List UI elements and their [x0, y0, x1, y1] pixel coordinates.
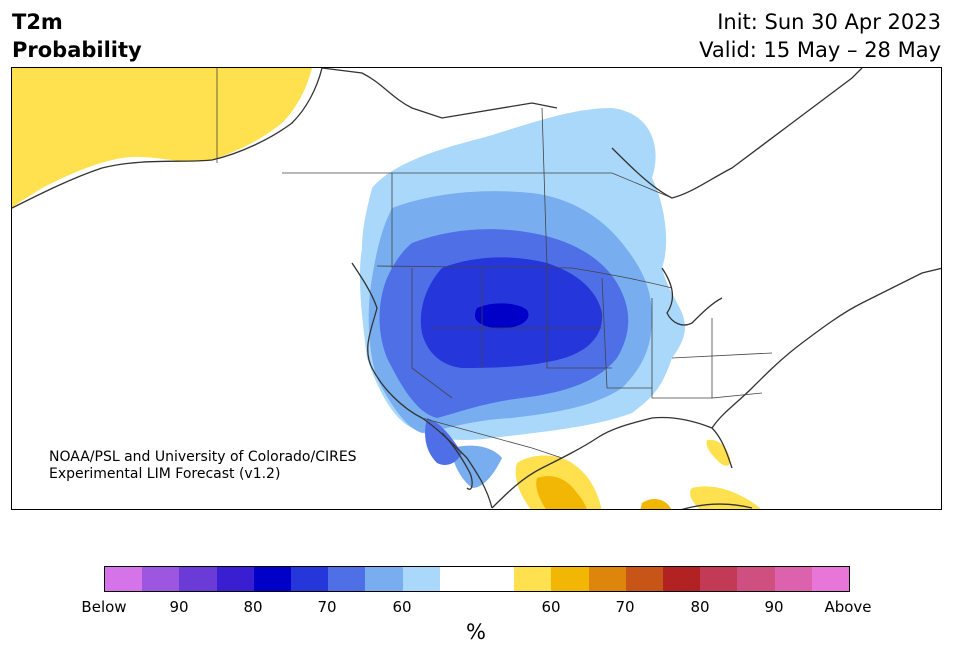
coastlines	[12, 68, 941, 509]
colorbar-segment	[105, 567, 143, 591]
colorbar-segment	[774, 567, 812, 591]
alaska-above-60-region	[12, 68, 312, 208]
borders	[216, 68, 773, 459]
mexico-above-70-region	[536, 476, 587, 509]
map-canvas	[12, 68, 941, 509]
colorbar-tick-label: 70	[615, 598, 635, 616]
forecast-dates: Init: Sun 30 Apr 2023 Valid: 15 May – 28…	[699, 8, 941, 64]
cuba-above-region	[690, 486, 760, 509]
map-title: T2m Probability	[12, 8, 142, 64]
credit-line-2: Experimental LIM Forecast (v1.2)	[49, 466, 281, 482]
product-label: Probability	[12, 38, 142, 62]
colorbar-segment	[216, 567, 254, 591]
colorbar-tick-label: Below	[81, 598, 127, 616]
colorbar-unit: %	[466, 620, 486, 644]
colorbar-tick-label: Above	[824, 598, 872, 616]
colorbar-segment	[700, 567, 738, 591]
colorbar-tick-labels: Below 90 80 70 60 60 70 80 90 Above	[0, 598, 953, 618]
variable-label: T2m	[12, 10, 63, 34]
colorbar-tick-label: 60	[392, 598, 412, 616]
credit-line-1: NOAA/PSL and University of Colorado/CIRE…	[49, 449, 357, 465]
colorbar-segment	[179, 567, 217, 591]
colorbar-segment	[253, 567, 292, 591]
colorbar-segment	[811, 567, 850, 591]
colorbar-segment	[514, 567, 552, 591]
colorbar-segment	[588, 567, 626, 591]
colorbar-tick-label: 60	[541, 598, 561, 616]
probability-map	[11, 67, 942, 510]
probability-colorbar	[104, 566, 850, 592]
colorbar-tick-label: 80	[690, 598, 710, 616]
colorbar-segment	[439, 567, 478, 591]
colorbar-segment	[625, 567, 664, 591]
colorbar-segment	[402, 567, 440, 591]
colorbar-segment	[365, 567, 403, 591]
below-extreme-region	[475, 303, 529, 329]
colorbar-segment	[551, 567, 589, 591]
colorbar-tick-label: 90	[169, 598, 189, 616]
valid-dates: Valid: 15 May – 28 May	[699, 38, 941, 62]
colorbar-segment	[737, 567, 775, 591]
colorbar-segment	[291, 567, 329, 591]
init-date: Init: Sun 30 Apr 2023	[717, 10, 941, 34]
colorbar-tick-label: 80	[243, 598, 263, 616]
colorbar-tick-label: 70	[317, 598, 337, 616]
colorbar-segment	[663, 567, 701, 591]
colorbar-segment	[142, 567, 180, 591]
colorbar-tick-label: 90	[764, 598, 784, 616]
caribbean-above-70-region	[640, 499, 671, 509]
colorbar-segment	[477, 567, 515, 591]
florida-above-region	[706, 439, 731, 466]
credit-text: NOAA/PSL and University of Colorado/CIRE…	[49, 449, 357, 483]
colorbar-segment	[328, 567, 366, 591]
